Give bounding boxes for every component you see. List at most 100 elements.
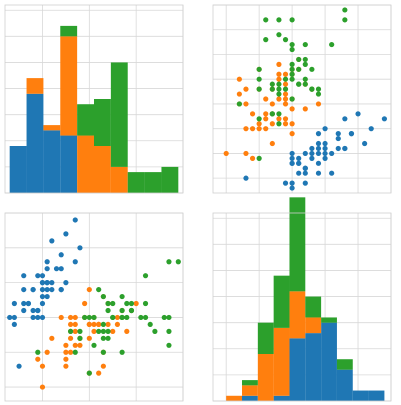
scatter-point — [63, 280, 69, 286]
histogram-bar — [257, 322, 274, 354]
scatter-point — [35, 356, 41, 362]
scatter-point — [39, 280, 46, 286]
scatter-point — [243, 86, 249, 92]
scatter-point — [166, 259, 172, 265]
histogram-bar — [273, 275, 290, 328]
scatter-point — [77, 342, 83, 348]
scatter-point — [302, 81, 308, 87]
scatter-point — [44, 259, 50, 265]
scatter-point — [58, 286, 64, 293]
scatter-point — [302, 106, 308, 112]
scatter-point — [128, 300, 135, 307]
scatter-point — [276, 32, 282, 38]
scatter-point — [276, 91, 282, 97]
histogram-bar — [289, 291, 306, 339]
scatter-point — [133, 300, 139, 307]
scatter-point — [243, 150, 249, 157]
scatter-point — [44, 349, 50, 355]
scatter-point — [315, 131, 322, 137]
scatter-point — [309, 155, 315, 161]
scatter-point — [296, 66, 302, 72]
scatter-point — [67, 314, 74, 321]
scatter-point — [72, 321, 78, 328]
scatter-point — [11, 300, 17, 307]
scatter-point — [342, 145, 348, 152]
scatter-point — [381, 116, 388, 122]
scatter-point — [39, 300, 46, 307]
scatter-point — [256, 155, 262, 161]
scatter-point — [166, 342, 172, 348]
scatter-point — [335, 135, 341, 142]
scatter-point — [35, 349, 41, 355]
scatter-point — [342, 7, 348, 13]
scatter-point — [142, 300, 149, 307]
scatter-point — [309, 66, 315, 72]
scatter-point — [302, 150, 308, 157]
scatter-point — [302, 76, 308, 82]
scatter-point — [86, 335, 92, 341]
scatter-point — [289, 150, 295, 157]
histogram-bar — [273, 327, 290, 396]
scatter-point — [362, 140, 368, 147]
scatter-point — [322, 150, 328, 157]
scatter-point — [67, 328, 74, 334]
scatter-point — [342, 116, 348, 122]
scatter-point — [282, 91, 289, 97]
scatter-point — [7, 314, 13, 321]
scatter-point — [368, 126, 374, 132]
panel-top-left — [4, 4, 184, 194]
scatter-point — [282, 121, 289, 127]
scatter-point — [67, 349, 74, 355]
scatter-point — [58, 314, 64, 321]
scatter-point — [114, 314, 121, 321]
scatter-point — [44, 266, 50, 272]
scatter-point — [256, 66, 262, 72]
scatter-point — [49, 280, 55, 286]
scatter-point — [289, 96, 295, 102]
scatter-point — [256, 126, 262, 132]
scatter-point — [335, 145, 341, 152]
scatter-point — [269, 81, 275, 87]
scatter-point — [282, 81, 289, 87]
scatter-point — [289, 155, 295, 161]
scatter-point — [21, 273, 27, 279]
histogram-bar — [336, 359, 353, 370]
scatter-point — [315, 101, 322, 107]
histogram-bar — [289, 197, 306, 292]
scatter-point — [315, 160, 322, 166]
scatter-point — [82, 314, 88, 321]
scatter-point — [39, 286, 46, 293]
scatter-point — [39, 384, 46, 390]
scatter-point — [243, 101, 249, 107]
scatter-point — [67, 335, 74, 341]
plot-frame — [212, 212, 392, 402]
scatter-point — [236, 76, 242, 82]
scatter-point — [276, 71, 282, 77]
scatter-point — [152, 328, 158, 334]
scatter-point — [296, 160, 302, 166]
scatter-point — [100, 335, 106, 341]
scatter-point — [91, 328, 97, 334]
scatter-point — [302, 165, 308, 171]
scatter-point — [35, 307, 41, 314]
histogram-bar — [60, 36, 78, 136]
scatter-point — [39, 314, 46, 321]
histogram-bar — [26, 78, 44, 94]
scatter-point — [119, 349, 125, 355]
scatter-point — [100, 293, 106, 300]
scatter-point — [175, 259, 181, 265]
scatter-point — [96, 370, 102, 376]
scatter-point — [72, 342, 78, 348]
scatter-point — [110, 314, 116, 321]
scatter-point — [86, 370, 92, 376]
histogram-bar — [273, 395, 290, 401]
scatter-point — [329, 150, 335, 157]
histogram-bar — [77, 104, 94, 136]
scatter-point — [282, 101, 289, 107]
scatter-point — [96, 328, 102, 334]
histogram-bar — [77, 135, 94, 193]
scatter-point — [142, 314, 149, 321]
scatter-point — [236, 101, 242, 107]
scatter-point — [329, 41, 335, 48]
scatter-point — [263, 17, 269, 23]
